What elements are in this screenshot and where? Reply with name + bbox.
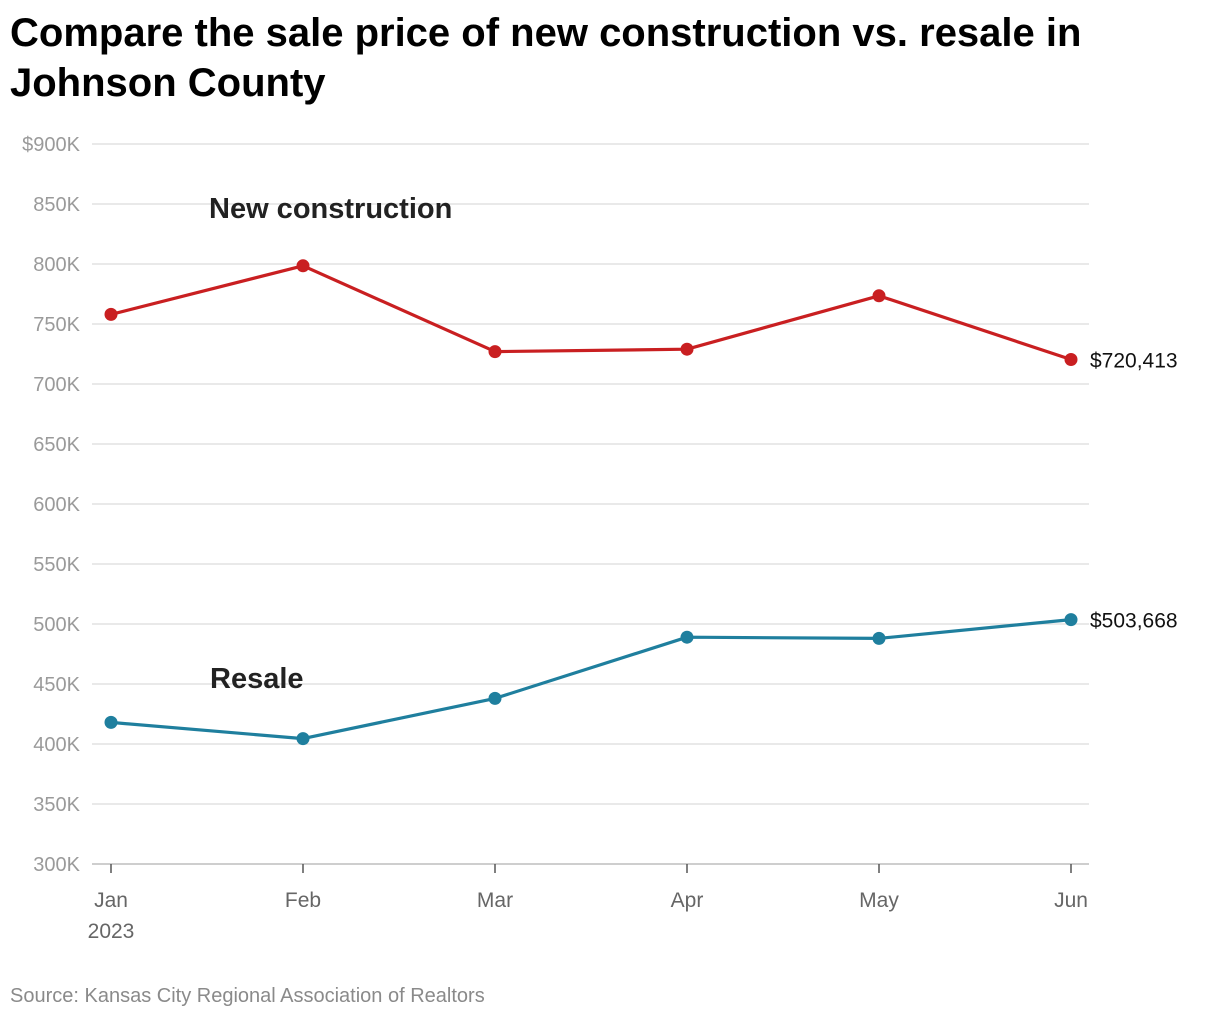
x-tick-label: Apr bbox=[671, 889, 704, 912]
data-point bbox=[488, 345, 502, 359]
grid-lines bbox=[92, 143, 1089, 865]
data-point bbox=[104, 307, 118, 321]
end-value-label: $720,413 bbox=[1090, 350, 1178, 373]
data-point bbox=[296, 732, 310, 746]
y-tick-label: $900K bbox=[22, 134, 80, 156]
data-point bbox=[1064, 613, 1078, 627]
y-tick-label: 600K bbox=[33, 494, 80, 516]
y-tick-label: 800K bbox=[33, 254, 80, 276]
data-point bbox=[680, 630, 694, 644]
series-name-label: Resale bbox=[210, 663, 304, 695]
data-point bbox=[104, 715, 118, 729]
data-point bbox=[296, 259, 310, 273]
x-tick-label: May bbox=[859, 889, 899, 912]
data-point bbox=[872, 631, 886, 645]
end-value-label: $503,668 bbox=[1090, 610, 1178, 633]
x-tick-label: Jun bbox=[1054, 889, 1088, 912]
y-tick-label: 450K bbox=[33, 674, 80, 696]
x-axis: Jan Feb Mar Apr May Jun 2023 bbox=[88, 864, 1088, 943]
series-line-resale bbox=[110, 618, 1072, 741]
y-tick-label: 750K bbox=[33, 314, 80, 336]
series-name-label: New construction bbox=[209, 193, 452, 225]
series-group bbox=[104, 259, 1078, 746]
series-labels: $720,413 $503,668 New construction Resale bbox=[209, 193, 1178, 695]
x-sublabel: 2023 bbox=[88, 920, 135, 943]
y-tick-label: 350K bbox=[33, 794, 80, 816]
source-note: Source: Kansas City Regional Association… bbox=[10, 985, 485, 1007]
y-tick-label: 850K bbox=[33, 194, 80, 216]
series-line-new-construction bbox=[110, 264, 1072, 362]
data-point bbox=[872, 289, 886, 303]
data-point bbox=[1064, 353, 1078, 367]
y-tick-label: 550K bbox=[33, 554, 80, 576]
x-tick-label: Feb bbox=[285, 889, 321, 912]
chart-title: Compare the sale price of new constructi… bbox=[10, 11, 1082, 105]
x-tick-label: Mar bbox=[477, 889, 513, 912]
y-tick-label: 500K bbox=[33, 614, 80, 636]
y-tick-label: 400K bbox=[33, 734, 80, 756]
data-point bbox=[488, 691, 502, 705]
data-point bbox=[680, 342, 694, 356]
y-axis: $900K 850K 800K 750K 700K 650K 600K 550K 500K 450… bbox=[22, 134, 80, 876]
x-tick-label: Jan bbox=[94, 889, 128, 912]
y-tick-label: 700K bbox=[33, 374, 80, 396]
y-tick-label: 300K bbox=[33, 854, 80, 876]
y-tick-label: 650K bbox=[33, 434, 80, 456]
